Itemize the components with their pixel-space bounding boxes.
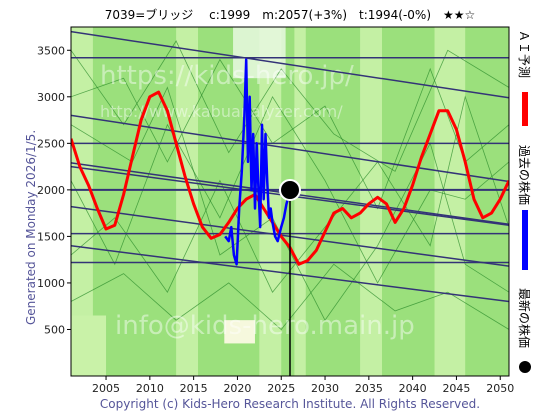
scenario-line-4 <box>71 40 509 172</box>
y-axis: 500 1000 1500 2000 2500 3000 3500 <box>37 44 71 336</box>
y-tick-label-1500: 1500 <box>37 230 65 243</box>
channel-line-0 <box>71 30 509 99</box>
x-tick-label-2020: 2020 <box>223 382 251 395</box>
watermark-bottom: info@kids-hero.main.jp <box>115 311 415 341</box>
x-tick-label-2040: 2040 <box>399 382 427 395</box>
channel-line-1 <box>71 114 509 183</box>
generated-date: Generated on Monday 2026/1/5. <box>24 130 38 325</box>
watermark-mid: http://www.kabuanalyzer.com/ <box>100 102 343 121</box>
y-tick-label-2500: 2500 <box>37 137 65 150</box>
scenario-line-5 <box>71 263 509 331</box>
light-band-5 <box>434 27 466 376</box>
y-tick-label-3000: 3000 <box>37 91 65 104</box>
legend-past-swatch <box>522 210 528 270</box>
legend-latest-label: 最新の株価 <box>517 288 532 348</box>
latest-point <box>279 178 301 201</box>
copyright-text: Copyright (c) Kids-Hero Research Institu… <box>100 397 480 411</box>
light-band-1 <box>176 27 199 376</box>
scenario-line-1 <box>71 58 509 210</box>
plot-frame <box>70 26 510 377</box>
scenario-line-0 <box>71 86 509 321</box>
x-tick-label-2025: 2025 <box>267 382 295 395</box>
x-axis: 2005 2010 2015 2020 2025 2030 2035 2040 2045 2050 <box>92 376 514 395</box>
x-tick-label-2005: 2005 <box>92 382 120 395</box>
x-tick-label-2045: 2045 <box>442 382 470 395</box>
legend-ai-label: ＡＩ予測 <box>517 30 531 78</box>
legend-latest-marker <box>519 361 531 373</box>
y-tick-label-1000: 1000 <box>37 277 65 290</box>
light-band-3 <box>294 27 306 376</box>
scenario-line-3 <box>71 95 509 284</box>
pale-band-bottom <box>224 320 255 344</box>
light-band-corner <box>71 315 107 376</box>
chart-title: 7039=ブリッジ c:1999 m:2057(+3%) t:1994(-0%)… <box>105 7 476 22</box>
legend: ＡＩ予測 過去の株価 最新の株価 <box>517 30 532 373</box>
y-tick-label-500: 500 <box>44 323 65 336</box>
y-tick-label-2000: 2000 <box>37 184 65 197</box>
latest-marker-group <box>279 178 301 376</box>
y-tick-label-3500: 3500 <box>37 44 65 57</box>
watermark-top: https://kids-hero.jp/ <box>100 61 354 91</box>
x-tick-label-2030: 2030 <box>311 382 339 395</box>
x-tick-label-2015: 2015 <box>180 382 208 395</box>
legend-past-label: 過去の株価 <box>517 145 532 205</box>
legend-ai-swatch <box>522 92 528 126</box>
series-line-1 <box>224 58 291 266</box>
x-tick-label-2010: 2010 <box>136 382 164 395</box>
confidence-bands <box>71 27 466 376</box>
x-tick-label-2035: 2035 <box>355 382 383 395</box>
pale-band-top <box>233 27 286 79</box>
x-tick-label-2050: 2050 <box>486 382 514 395</box>
